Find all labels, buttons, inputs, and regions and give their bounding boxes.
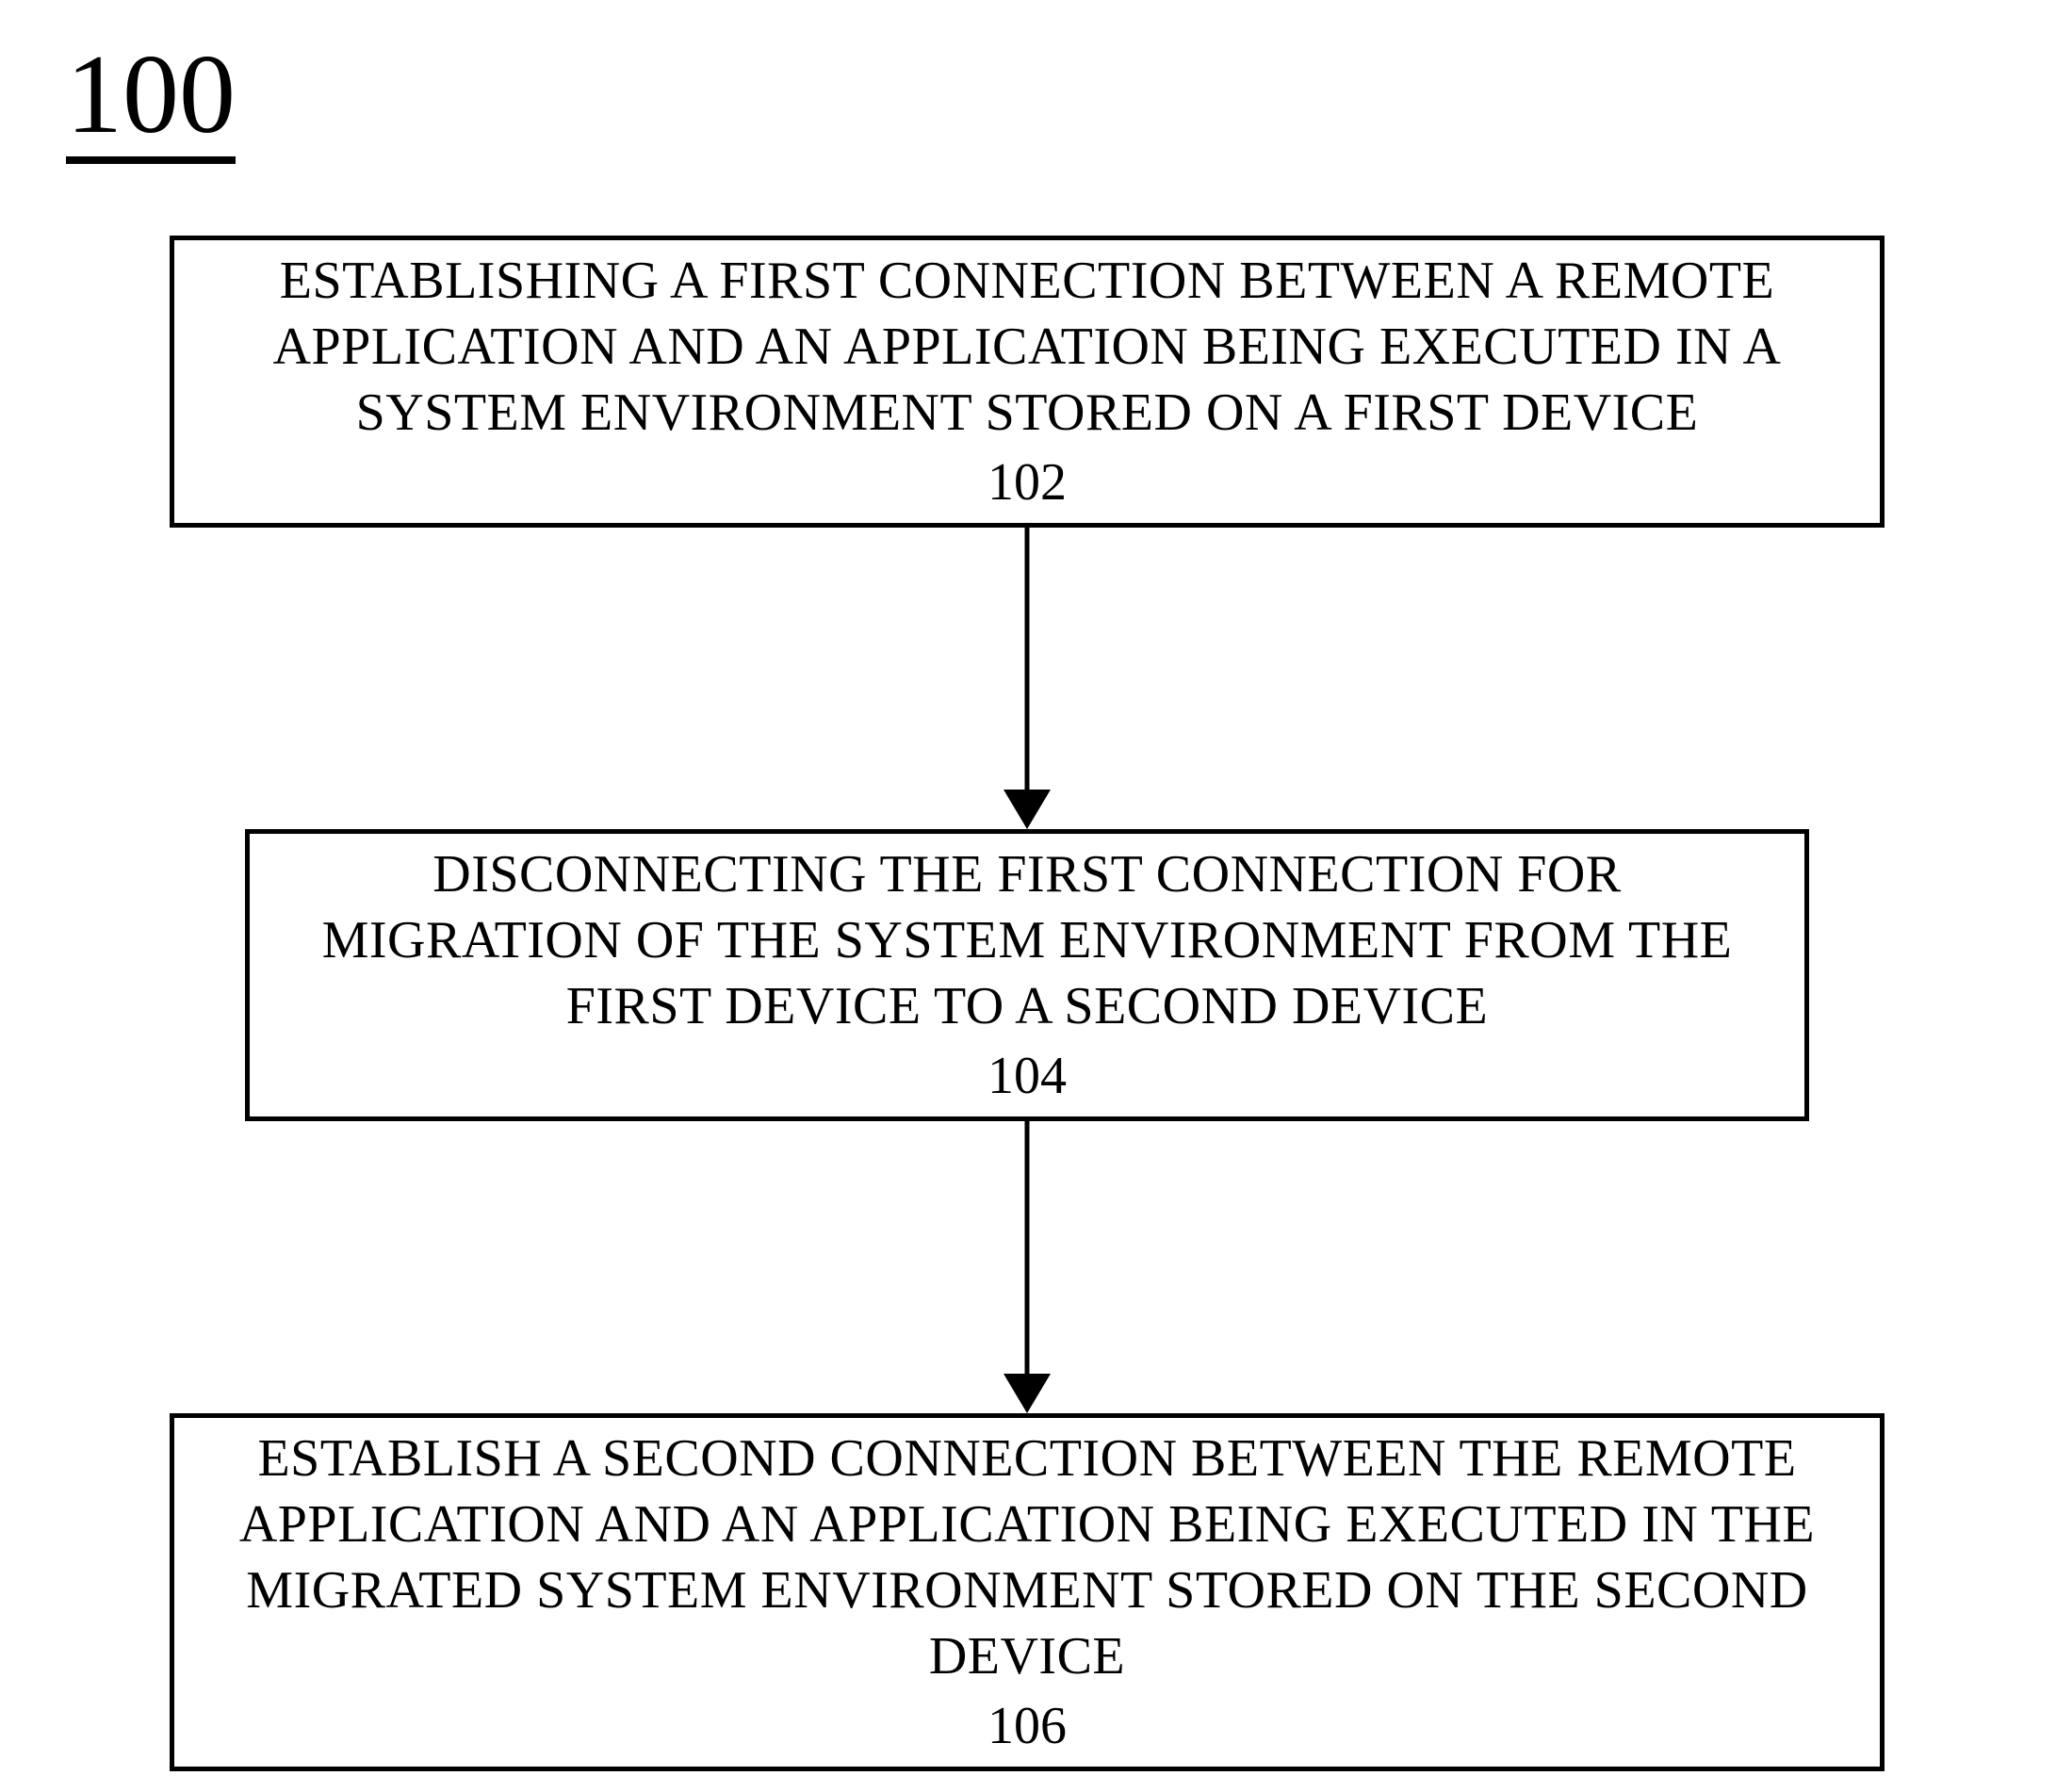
step-number: 106	[987, 1693, 1067, 1759]
flowchart-step: ESTABLISHING A FIRST CONNECTION BETWEEN …	[170, 236, 1885, 528]
flowchart-step: ESTABLISH A SECOND CONNECTION BETWEEN TH…	[170, 1413, 1885, 1771]
step-text: ESTABLISHING A FIRST CONNECTION BETWEEN …	[212, 248, 1842, 446]
figure-number: 100	[66, 38, 236, 164]
step-number: 102	[987, 449, 1067, 515]
step-number: 104	[987, 1043, 1067, 1109]
flowchart-step: DISCONNECTING THE FIRST CONNECTION FOR M…	[245, 829, 1809, 1121]
flowchart-canvas: 100 ESTABLISHING A FIRST CONNECTION BETW…	[0, 0, 2056, 1792]
flowchart-arrow	[999, 528, 1055, 829]
step-text: DISCONNECTING THE FIRST CONNECTION FOR M…	[287, 841, 1767, 1039]
step-text: ESTABLISH A SECOND CONNECTION BETWEEN TH…	[212, 1425, 1842, 1689]
flowchart-arrow	[999, 1121, 1055, 1413]
